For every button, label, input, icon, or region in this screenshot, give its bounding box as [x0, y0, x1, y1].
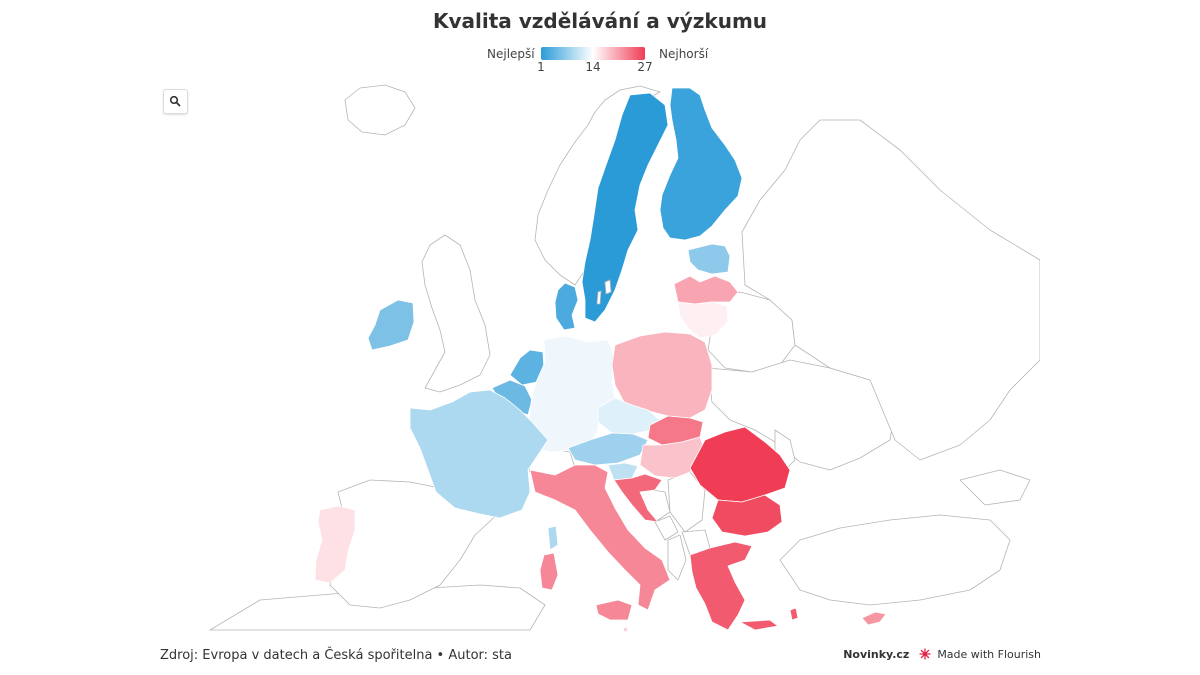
country-ukraine[interactable]: [707, 359, 896, 471]
footer-credits: Novinky.cz Made with Flourish: [843, 648, 1041, 661]
country-corsica[interactable]: [547, 525, 559, 551]
country-italy[interactable]: [529, 464, 671, 611]
country-turkey[interactable]: [779, 514, 1011, 606]
country-ireland[interactable]: [367, 299, 415, 351]
legend-mid-label: 14: [585, 60, 601, 74]
legend-min-label: 1: [537, 60, 545, 74]
country-france[interactable]: [409, 389, 549, 519]
zoom-button[interactable]: [163, 89, 188, 114]
country-united-kingdom[interactable]: [421, 234, 491, 393]
search-icon: [169, 95, 181, 107]
legend-best-label: Nejlepší: [487, 47, 535, 61]
country-georgia[interactable]: [959, 469, 1031, 506]
country-montenegro[interactable]: [654, 515, 679, 541]
country-sardinia[interactable]: [539, 552, 559, 591]
brand-name[interactable]: Novinky.cz: [843, 648, 910, 661]
color-legend: Nejlepší 1 14 27 Nejhorší: [0, 46, 1200, 76]
flourish-logo-icon: [919, 648, 931, 660]
country-portugal[interactable]: [314, 505, 356, 584]
country-denmark[interactable]: [554, 282, 579, 331]
country-greece[interactable]: [689, 541, 753, 631]
island-oland: [596, 290, 602, 305]
country-sicily[interactable]: [595, 599, 633, 621]
country-crete[interactable]: [739, 619, 779, 631]
legend-gradient-bar: [541, 47, 645, 60]
country-lithuania[interactable]: [677, 301, 729, 339]
legend-max-label: 27: [637, 60, 653, 74]
chart-title: Kvalita vzdělávání a výzkumu: [432, 9, 768, 33]
made-with-flourish-link[interactable]: Made with Flourish: [937, 648, 1041, 661]
country-estonia[interactable]: [687, 243, 731, 275]
country-bulgaria[interactable]: [711, 494, 783, 537]
country-latvia[interactable]: [673, 275, 739, 305]
country-iceland[interactable]: [344, 84, 416, 136]
source-note: Zdroj: Evropa v datech a Česká spořiteln…: [160, 648, 512, 663]
europe-map: [209, 84, 1040, 633]
country-slovenia[interactable]: [607, 462, 639, 481]
country-malta[interactable]: [622, 626, 629, 633]
country-albania[interactable]: [667, 534, 687, 581]
country-cyprus[interactable]: [861, 611, 887, 626]
country-rhodes[interactable]: [789, 607, 799, 621]
country-romania[interactable]: [689, 426, 791, 503]
country-sweden[interactable]: [581, 92, 669, 323]
country-russia[interactable]: [741, 119, 1040, 461]
legend-worst-label: Nejhorší: [659, 47, 709, 61]
country-finland[interactable]: [659, 87, 743, 241]
country-poland[interactable]: [611, 331, 713, 419]
island-gotland: [604, 279, 612, 295]
country-croatia[interactable]: [613, 473, 663, 523]
